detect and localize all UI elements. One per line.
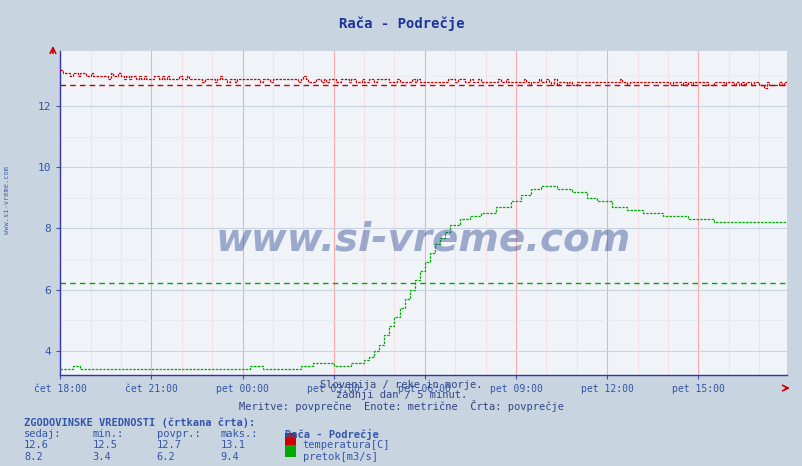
Text: www.si-vreme.com: www.si-vreme.com (216, 220, 630, 258)
Text: maks.:: maks.: (221, 429, 258, 439)
Text: 6.2: 6.2 (156, 452, 175, 462)
Text: 3.4: 3.4 (92, 452, 111, 462)
Text: 13.1: 13.1 (221, 440, 245, 450)
Text: 12.7: 12.7 (156, 440, 181, 450)
Text: sedaj:: sedaj: (24, 429, 62, 439)
Text: 8.2: 8.2 (24, 452, 43, 462)
Text: Rača - Podrečje: Rača - Podrečje (285, 429, 379, 440)
Text: 12.5: 12.5 (92, 440, 117, 450)
Text: Slovenija / reke in morje.: Slovenija / reke in morje. (320, 380, 482, 390)
Text: temperatura[C]: temperatura[C] (302, 440, 390, 450)
Text: Meritve: povprečne  Enote: metrične  Črta: povprečje: Meritve: povprečne Enote: metrične Črta:… (239, 400, 563, 412)
Text: 12.6: 12.6 (24, 440, 49, 450)
Text: povpr.:: povpr.: (156, 429, 200, 439)
Text: pretok[m3/s]: pretok[m3/s] (302, 452, 377, 462)
Text: www.si-vreme.com: www.si-vreme.com (4, 166, 10, 234)
Text: Rača - Podrečje: Rača - Podrečje (338, 16, 464, 31)
Text: zadnji dan / 5 minut.: zadnji dan / 5 minut. (335, 390, 467, 400)
Text: min.:: min.: (92, 429, 124, 439)
Text: ZGODOVINSKE VREDNOSTI (črtkana črta):: ZGODOVINSKE VREDNOSTI (črtkana črta): (24, 417, 255, 428)
Text: 9.4: 9.4 (221, 452, 239, 462)
